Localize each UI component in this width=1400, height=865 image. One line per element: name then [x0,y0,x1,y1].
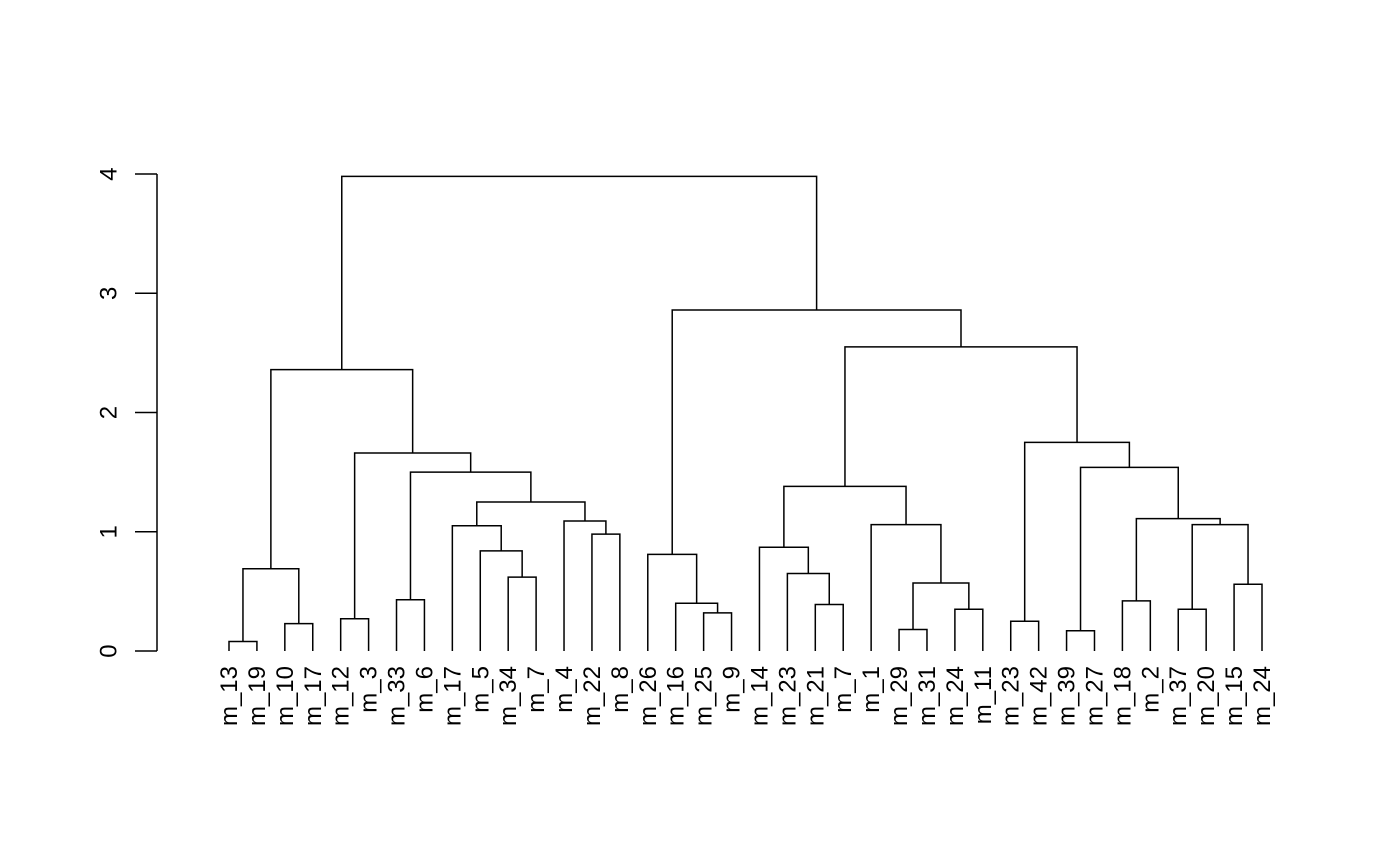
leaf-label: m_10 [272,666,299,726]
merge-link [242,567,300,642]
leaf-label: m_5 [467,666,494,713]
leaf-label: m_29 [886,666,913,726]
merge-link [1121,600,1152,651]
merge-link [1065,629,1096,651]
leaf-label: m_4 [551,666,578,713]
merge-link [898,628,928,651]
y-tick-label: 4 [96,167,123,180]
leaf-label: m_15 [1221,666,1248,726]
leaf-label: m_3 [356,666,383,713]
leaf-label: m_18 [1109,666,1136,726]
merge-link [1079,466,1179,631]
merge-link [912,582,970,630]
leaf-label: m_23 [998,666,1025,726]
merge-link [954,608,984,651]
merge-link [674,602,719,651]
merge-link [783,485,907,548]
merge-link [476,501,586,526]
leaf-labels: m_13 m_19 m_10 m_17 m_12 m_3 m_33 m_6 m_17 m_5 m_3… [216,666,1276,726]
leaf-label: m_21 [802,666,829,726]
merge-link [451,525,502,651]
merge-link [284,622,314,651]
leaf-label: m_19 [244,666,271,726]
merge-link [339,618,370,651]
leaf-label: m_1 [858,666,885,713]
merge-link [814,603,844,651]
merge-link [409,471,532,600]
leaf-label: m_25 [691,666,718,726]
leaf-label: m_37 [1165,666,1192,726]
merge-link [507,576,537,651]
merge-link [591,533,621,651]
y-tick-label: 3 [96,287,123,300]
merge-link [870,523,942,651]
leaf-label: m_24 [1249,666,1276,726]
leaf-label: m_8 [607,666,634,713]
leaf-label: m_39 [1054,666,1081,726]
y-axis: 0 1 2 3 4 [96,167,158,658]
leaf-label: m_24 [942,666,969,726]
merge-link [758,546,810,651]
leaf-label: m_7 [523,666,550,713]
leaf-label: m_22 [579,666,606,726]
merge-link [1009,620,1040,651]
merge-link [563,520,607,651]
leaf-label: m_16 [663,666,690,726]
merge-link [1135,517,1221,601]
merge-link [353,452,472,619]
leaf-label: m_12 [328,666,355,726]
y-tick-label: 1 [96,525,123,538]
merge-link [702,612,733,651]
leaf-label: m_13 [216,666,243,726]
merge-link [228,640,258,651]
leaf-label: m_26 [635,666,662,726]
leaf-label: m_42 [1026,666,1053,726]
merge-link [479,550,523,651]
y-tick-label: 2 [96,406,123,419]
leaf-label: m_27 [1081,666,1108,726]
y-tick-label: 0 [96,644,123,657]
leaf-label: m_23 [774,666,801,726]
merge-link [395,598,426,651]
leaf-label: m_34 [495,666,522,726]
dendrogram-links [228,175,1263,651]
merge-link [341,175,818,370]
leaf-label: m_14 [746,666,773,726]
leaf-label: m_17 [439,666,466,726]
leaf-label: m_7 [830,666,857,713]
merge-link [786,572,831,651]
merge-link [1191,523,1249,610]
leaf-label: m_9 [719,666,746,713]
leaf-label: m_11 [970,666,997,724]
leaf-label: m_20 [1193,666,1220,726]
merge-link [1177,608,1207,651]
merge-link [1233,583,1263,651]
merge-link [844,346,1078,487]
leaf-label: m_17 [300,666,327,726]
leaf-label: m_6 [411,666,438,713]
merge-link [1023,441,1131,622]
leaf-label: m_33 [384,666,411,726]
leaf-label: m_2 [1137,666,1164,713]
leaf-label: m_31 [914,666,941,726]
merge-link [270,368,414,569]
